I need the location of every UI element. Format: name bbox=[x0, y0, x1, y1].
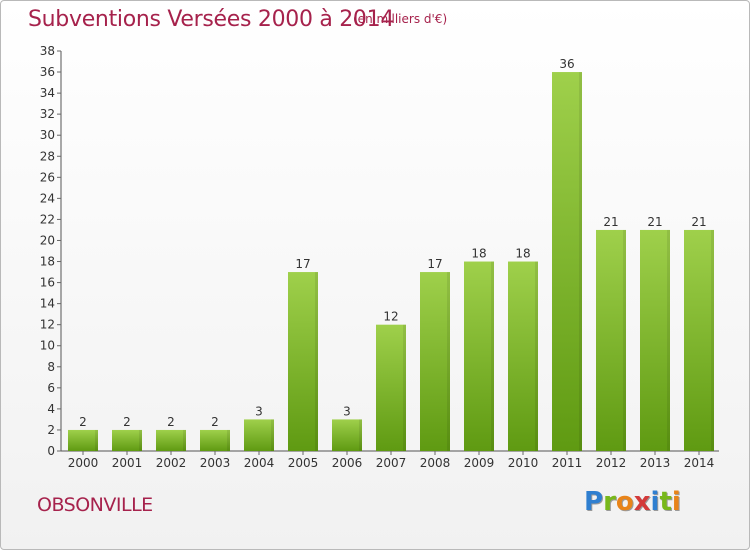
bar-2001 bbox=[112, 429, 142, 451]
bar-shade bbox=[623, 229, 626, 451]
bar-2004 bbox=[244, 419, 274, 451]
x-tick-label: 2014 bbox=[684, 456, 715, 470]
bar-2000 bbox=[68, 429, 98, 451]
bar-value-label: 3 bbox=[255, 404, 263, 418]
y-tick-label: 34 bbox=[40, 86, 55, 100]
y-tick-label: 16 bbox=[40, 276, 55, 290]
bar-value-label: 2 bbox=[123, 415, 131, 429]
chart-unit-note: (en milliers d'€) bbox=[353, 12, 448, 26]
bar-shade bbox=[711, 229, 714, 451]
bar-2005 bbox=[288, 272, 318, 451]
x-tick-label: 2008 bbox=[420, 456, 451, 470]
bar-2014 bbox=[684, 229, 714, 451]
bar-value-label: 12 bbox=[383, 310, 398, 324]
y-tick-label: 6 bbox=[47, 381, 55, 395]
bar-value-label: 2 bbox=[167, 415, 175, 429]
y-tick-label: 2 bbox=[47, 423, 55, 437]
bar-value-label: 17 bbox=[295, 257, 310, 271]
y-tick-label: 14 bbox=[40, 297, 55, 311]
x-tick-label: 2006 bbox=[332, 456, 363, 470]
bar-shade bbox=[667, 229, 670, 451]
x-tick-label: 2005 bbox=[288, 456, 319, 470]
bar-value-label: 21 bbox=[691, 215, 706, 229]
y-tick-label: 24 bbox=[40, 191, 55, 205]
bar-2009 bbox=[464, 261, 494, 451]
bar-value-label: 2 bbox=[211, 415, 219, 429]
x-tick-label: 2000 bbox=[68, 456, 99, 470]
bar-value-label: 3 bbox=[343, 404, 351, 418]
bar-shade bbox=[359, 419, 362, 451]
bar-2010 bbox=[508, 261, 538, 451]
x-tick-label: 2012 bbox=[596, 456, 627, 470]
y-tick-label: 38 bbox=[40, 44, 55, 58]
bar-value-label: 18 bbox=[471, 247, 486, 261]
bar-value-label: 18 bbox=[515, 247, 530, 261]
bar-2007 bbox=[376, 324, 406, 451]
bar-2003 bbox=[200, 429, 230, 451]
y-tick-label: 26 bbox=[40, 170, 55, 184]
proxiti-logo[interactable]: Proxiti bbox=[584, 487, 681, 517]
y-tick-label: 4 bbox=[47, 402, 55, 416]
y-tick-label: 18 bbox=[40, 255, 55, 269]
bar-shade bbox=[227, 429, 230, 451]
bar-shade bbox=[491, 261, 494, 451]
bar-shade bbox=[315, 272, 318, 451]
bar-shade bbox=[535, 261, 538, 451]
bar-value-label: 17 bbox=[427, 257, 442, 271]
bar-2012 bbox=[596, 229, 626, 451]
x-tick-label: 2003 bbox=[200, 456, 231, 470]
x-tick-label: 2010 bbox=[508, 456, 539, 470]
bar-2011 bbox=[552, 72, 582, 451]
chart-title: Subventions Versées 2000 à 2014 bbox=[28, 7, 395, 32]
bar-shade bbox=[271, 419, 274, 451]
bar-value-label: 21 bbox=[647, 215, 662, 229]
y-tick-label: 0 bbox=[47, 444, 55, 458]
bar-2008 bbox=[420, 272, 450, 451]
x-tick-label: 2013 bbox=[640, 456, 671, 470]
commune-name: OBSONVILLE bbox=[37, 494, 153, 516]
bar-value-label: 36 bbox=[559, 57, 574, 71]
y-tick-label: 32 bbox=[40, 107, 55, 121]
x-tick-label: 2007 bbox=[376, 456, 407, 470]
bar-value-label: 2 bbox=[79, 415, 87, 429]
x-tick-label: 2009 bbox=[464, 456, 495, 470]
bar-shade bbox=[403, 324, 406, 451]
bar-shade bbox=[183, 429, 186, 451]
y-tick-label: 36 bbox=[40, 65, 55, 79]
bar-shade bbox=[95, 429, 98, 451]
bar-shade bbox=[579, 72, 582, 451]
y-tick-label: 12 bbox=[40, 318, 55, 332]
bar-shade bbox=[447, 272, 450, 451]
y-tick-label: 30 bbox=[40, 128, 55, 142]
y-tick-label: 20 bbox=[40, 233, 55, 247]
bar-2002 bbox=[156, 429, 186, 451]
x-tick-label: 2001 bbox=[112, 456, 143, 470]
y-tick-label: 8 bbox=[47, 360, 55, 374]
bar-2006 bbox=[332, 419, 362, 451]
bar-value-label: 21 bbox=[603, 215, 618, 229]
y-tick-label: 22 bbox=[40, 212, 55, 226]
x-tick-label: 2004 bbox=[244, 456, 275, 470]
x-tick-label: 2011 bbox=[552, 456, 583, 470]
y-tick-label: 10 bbox=[40, 339, 55, 353]
x-tick-label: 2002 bbox=[156, 456, 187, 470]
bar-shade bbox=[139, 429, 142, 451]
y-tick-label: 28 bbox=[40, 149, 55, 163]
bar-2013 bbox=[640, 229, 670, 451]
